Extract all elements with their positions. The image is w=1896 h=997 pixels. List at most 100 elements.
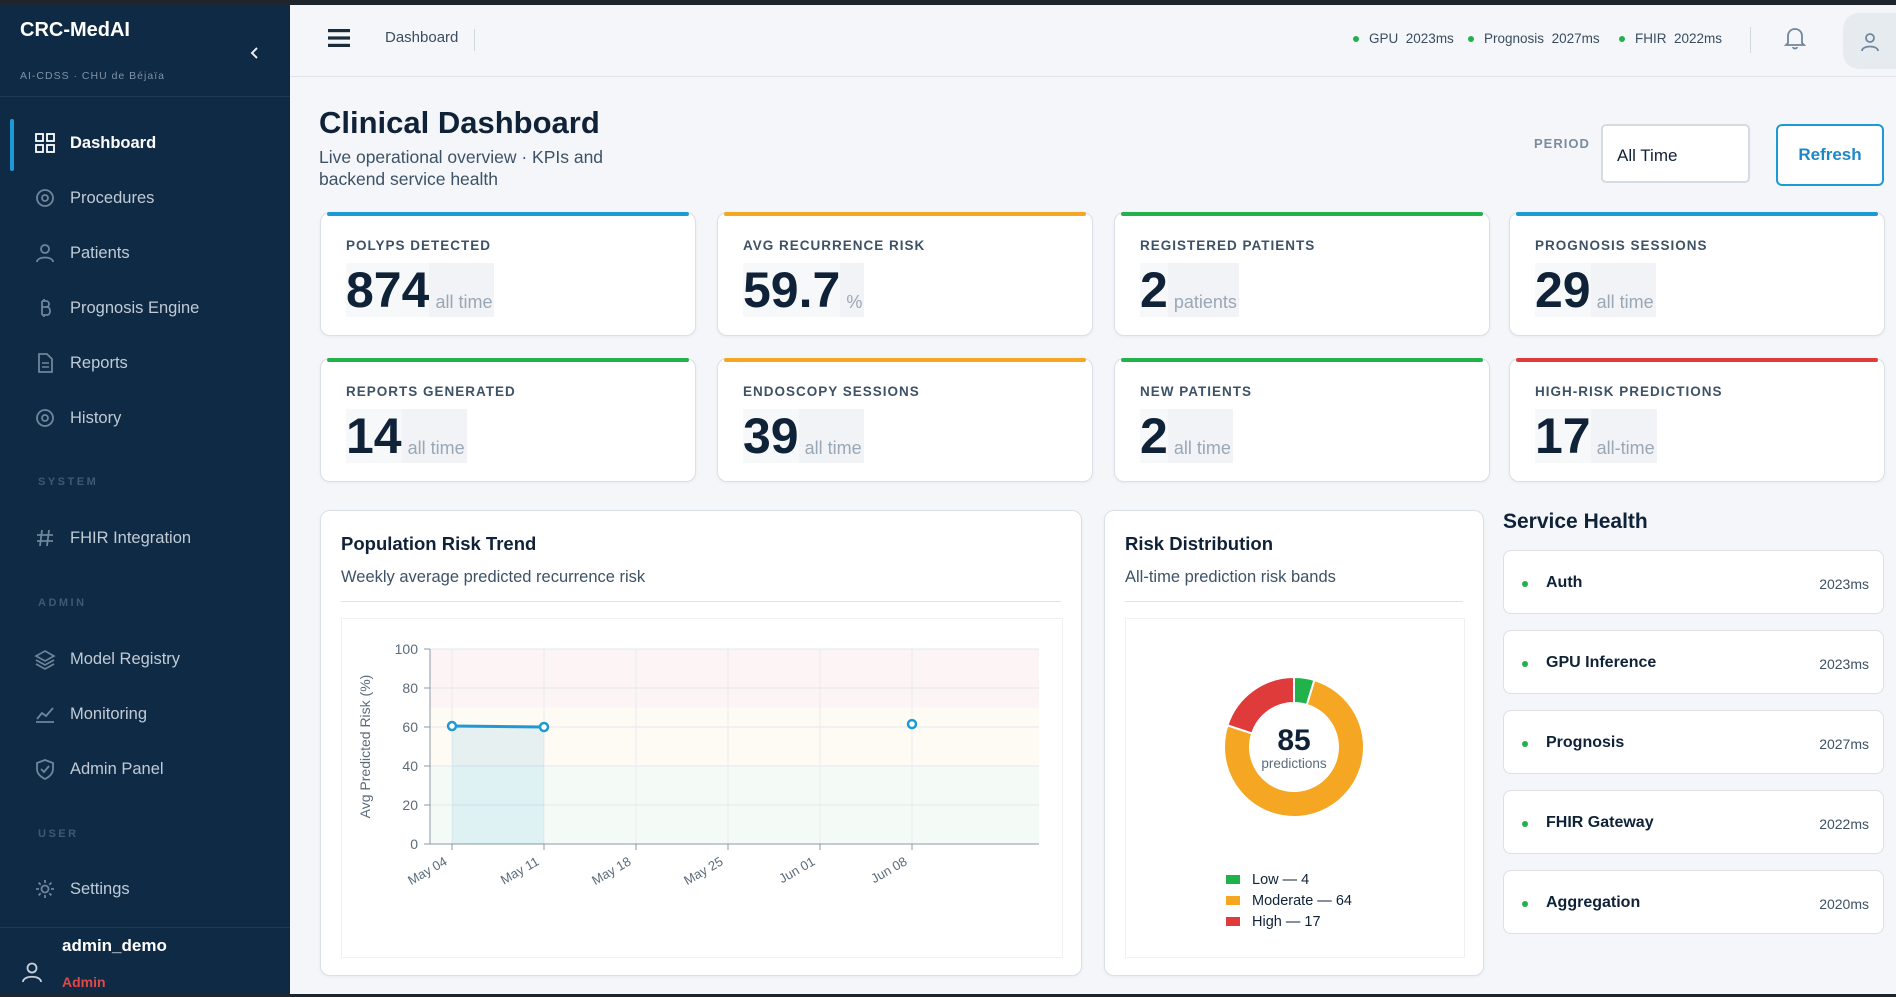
sidebar-item-monitoring[interactable]: Monitoring (0, 690, 290, 738)
y-tick-label: 40 (402, 758, 418, 774)
document-icon (38, 353, 53, 373)
service-card-fhir-gateway: FHIR Gateway 2022ms (1503, 790, 1884, 854)
layers-icon (34, 650, 56, 670)
x-tick-label: Jun 08 (868, 854, 909, 887)
donut-slice-moderate[interactable] (1223, 678, 1366, 818)
sidebar-item-history[interactable]: History (0, 394, 290, 442)
bell-icon[interactable] (1783, 25, 1807, 51)
sidebar-item-label: Dashboard (70, 133, 157, 152)
sidebar-item-admin-panel[interactable]: Admin Panel (0, 745, 290, 793)
sidebar-item-fhir-integration[interactable]: FHIR Integration (0, 514, 290, 562)
kpi-card-registered-patients: REGISTERED PATIENTS 2 patients (1114, 212, 1490, 336)
person-icon (36, 244, 54, 263)
gear-icon (36, 880, 54, 898)
kpi-unit: all time (1167, 409, 1233, 463)
user-profile[interactable]: admin_demo Admin (0, 927, 290, 997)
legend-item-low[interactable]: Low — 4 (1226, 869, 1352, 890)
series-line (451, 724, 545, 729)
y-tick-label: 80 (402, 680, 418, 696)
donut-chart-container: 85 predictions (1125, 618, 1465, 958)
service-card-prognosis: Prognosis 2027ms (1503, 710, 1884, 774)
period-select[interactable]: All Time (1601, 124, 1750, 183)
target-icon (36, 189, 54, 207)
donut-legend: Low — 4 Moderate — 64 High — 17 (1226, 869, 1352, 932)
data-point[interactable] (446, 720, 458, 732)
donut-center-label: predictions (1261, 756, 1327, 771)
sidebar-item-label: Model Registry (70, 649, 181, 668)
risk-trend-panel: Population Risk Trend Weekly average pre… (320, 510, 1082, 976)
page-title: Clinical Dashboard (319, 105, 600, 140)
app-subtitle: AI-CDSS · CHU de Béjaïa (20, 70, 165, 82)
panel-title: Population Risk Trend (341, 533, 537, 554)
data-point[interactable] (538, 721, 550, 733)
kpi-accent (1121, 212, 1483, 216)
legend-item-high[interactable]: High — 17 (1226, 911, 1352, 932)
sidebar-item-reports[interactable]: Reports (0, 339, 290, 387)
kpi-unit: % (840, 263, 865, 317)
sidebar-item-label: History (70, 408, 122, 427)
shield-check-icon (36, 759, 54, 780)
bitcoin-icon (41, 299, 51, 317)
service-latency: 2023ms (1819, 656, 1869, 672)
status-dot (1522, 741, 1528, 747)
service-name: Aggregation (1546, 894, 1641, 911)
kpi-unit: patients (1167, 263, 1239, 317)
sidebar-item-procedures[interactable]: Procedures (0, 174, 290, 222)
sidebar-item-model-registry[interactable]: Model Registry (0, 635, 290, 683)
refresh-button[interactable]: Refresh (1776, 124, 1884, 186)
status-latency: 2022ms (1674, 31, 1723, 46)
kpi-value: 14 (346, 408, 402, 464)
kpi-card-prognosis-sessions: PROGNOSIS SESSIONS 29 all time (1509, 212, 1885, 336)
sidebar-item-settings[interactable]: Settings (0, 865, 290, 913)
x-tick-label: May 25 (681, 854, 725, 888)
user-icon (1861, 33, 1879, 52)
donut-slice-high[interactable] (1226, 675, 1295, 735)
risk-distribution-panel: Risk Distribution All-time prediction ri… (1104, 510, 1484, 976)
sidebar-item-patients[interactable]: Patients (0, 229, 290, 277)
risk-band (430, 707, 1039, 766)
divider (1125, 601, 1463, 602)
kpi-accent (1516, 212, 1878, 216)
x-tick-label: May 04 (405, 854, 449, 888)
kpi-value: 2 (1140, 408, 1168, 464)
sidebar-item-dashboard[interactable]: Dashboard (0, 119, 290, 171)
status-latency: 2023ms (1405, 31, 1454, 46)
kpi-card-new-patients: NEW PATIENTS 2 all time (1114, 358, 1490, 482)
status-dot (1468, 35, 1474, 42)
sidebar-item-prognosis-engine[interactable]: Prognosis Engine (0, 284, 290, 332)
hamburger-menu-icon[interactable] (328, 28, 350, 48)
x-tick-label: May 11 (498, 854, 542, 888)
kpi-value: 874 (346, 262, 430, 318)
status-name: Prognosis (1484, 31, 1545, 46)
legend-item-moderate[interactable]: Moderate — 64 (1226, 890, 1352, 911)
kpi-card-avg-recurrence-risk: AVG RECURRENCE RISK 59.7% (717, 212, 1093, 336)
grid-icon (35, 133, 55, 153)
target-icon (36, 409, 54, 427)
legend-label: Low — 4 (1252, 871, 1310, 888)
kpi-value: 39 (743, 408, 799, 464)
status-name: FHIR (1635, 31, 1667, 46)
x-tick-label: Jun 01 (776, 854, 817, 887)
legend-label: High — 17 (1252, 913, 1321, 930)
service-name: GPU Inference (1546, 654, 1657, 671)
kpi-card-high-risk-predictions: HIGH-RISK PREDICTIONS 17 all-time (1509, 358, 1885, 482)
period-label: PERIOD (1534, 136, 1590, 151)
status-dot (1522, 901, 1528, 907)
status-dot (1522, 661, 1528, 667)
legend-swatch (1226, 896, 1240, 905)
section-label-admin: ADMIN (38, 597, 87, 609)
avatar-button[interactable] (1843, 13, 1896, 69)
sidebar-item-label: Settings (70, 879, 130, 898)
data-point[interactable] (906, 718, 918, 730)
breadcrumb[interactable]: Dashboard (385, 29, 476, 51)
kpi-label: AVG RECURRENCE RISK (743, 238, 926, 253)
kpi-unit: all time (401, 409, 467, 463)
kpi-label: ENDOSCOPY SESSIONS (743, 384, 920, 399)
chevron-left-icon[interactable] (245, 43, 265, 63)
hash-icon (37, 529, 53, 547)
status-fhir: FHIR 2022ms (1619, 31, 1722, 46)
service-name: FHIR Gateway (1546, 814, 1654, 831)
service-latency: 2022ms (1819, 816, 1869, 832)
status-dot (1619, 35, 1625, 42)
donut-center-value: 85 (1277, 724, 1310, 757)
